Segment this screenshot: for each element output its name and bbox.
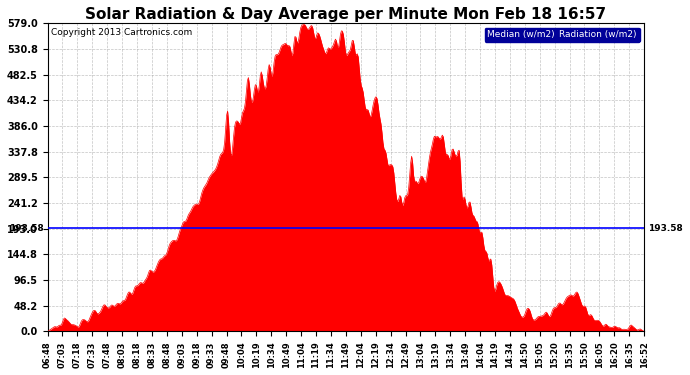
Title: Solar Radiation & Day Average per Minute Mon Feb 18 16:57: Solar Radiation & Day Average per Minute… (86, 7, 607, 22)
Legend: Median (w/m2), Radiation (w/m2): Median (w/m2), Radiation (w/m2) (484, 28, 640, 42)
Text: Copyright 2013 Cartronics.com: Copyright 2013 Cartronics.com (50, 28, 192, 37)
Text: 193.58: 193.58 (9, 224, 43, 233)
Text: 193.58: 193.58 (649, 224, 683, 233)
